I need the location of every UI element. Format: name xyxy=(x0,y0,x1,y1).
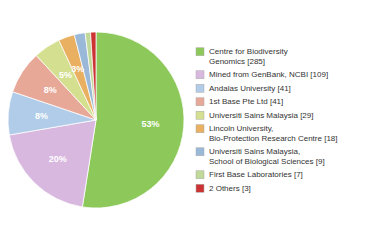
chart: 53%20%8%8%5%3%Centre for BiodiversityGen… xyxy=(0,0,380,240)
legend-label: 2 Others [3] xyxy=(209,184,251,193)
legend-swatch xyxy=(196,148,204,156)
legend-label: 1st Base Pte Ltd [41] xyxy=(209,97,283,106)
legend-swatch xyxy=(196,111,204,119)
data-label: 8% xyxy=(35,111,48,121)
legend-label: Andalas University [41] xyxy=(209,84,291,93)
legend-label: Centre for BiodiversityGenomics [285] xyxy=(209,47,288,66)
legend-item: First Base Laboratories [7] xyxy=(196,170,303,179)
legend-label-line: Universiti Sains Malaysia, xyxy=(209,147,300,156)
legend-swatch xyxy=(196,48,204,56)
legend-item: 1st Base Pte Ltd [41] xyxy=(196,97,283,106)
legend-label: Mined from GenBank, NCBI [109] xyxy=(209,70,328,79)
legend-label-line: 2 Others [3] xyxy=(209,184,251,193)
legend-label-line: First Base Laboratories [7] xyxy=(209,170,303,179)
legend-label-line: Universiti Sains Malaysia [29] xyxy=(209,111,313,120)
legend-item: 2 Others [3] xyxy=(196,184,251,193)
pie-slice xyxy=(91,32,96,120)
legend-label-line: Mined from GenBank, NCBI [109] xyxy=(209,70,328,79)
legend-item: Universiti Sains Malaysia,School of Biol… xyxy=(196,147,325,166)
data-label: 8% xyxy=(44,85,57,95)
pie-slice xyxy=(85,32,96,120)
legend: Centre for BiodiversityGenomics [285] Min… xyxy=(196,47,338,193)
legend-label: Universiti Sains Malaysia [29] xyxy=(209,111,313,120)
legend-swatch xyxy=(196,125,204,133)
legend-label: Universiti Sains Malaysia,School of Biol… xyxy=(209,147,325,166)
legend-swatch xyxy=(196,84,204,92)
legend-label: First Base Laboratories [7] xyxy=(209,170,303,179)
legend-swatch xyxy=(196,171,204,179)
legend-item: Lincoln University,Bio-Protection Resear… xyxy=(196,124,338,143)
legend-swatch xyxy=(196,71,204,79)
data-label: 3% xyxy=(71,64,84,74)
data-label: 5% xyxy=(59,70,72,80)
legend-label: Lincoln University,Bio-Protection Resear… xyxy=(209,124,338,143)
legend-swatch xyxy=(196,98,204,106)
data-label: 20% xyxy=(49,154,67,164)
data-label: 53% xyxy=(141,119,159,129)
pie-slice xyxy=(74,33,96,120)
legend-label-line: Andalas University [41] xyxy=(209,84,291,93)
legend-label-line: Genomics [285] xyxy=(209,57,265,66)
legend-item: Centre for BiodiversityGenomics [285] xyxy=(196,47,288,66)
legend-item: Universiti Sains Malaysia [29] xyxy=(196,111,313,120)
legend-label-line: Lincoln University, xyxy=(209,124,273,133)
legend-label-line: School of Biological Sciences [9] xyxy=(209,157,325,166)
legend-label-line: 1st Base Pte Ltd [41] xyxy=(209,97,283,106)
pie xyxy=(8,32,184,208)
legend-item: Andalas University [41] xyxy=(196,84,291,93)
legend-swatch xyxy=(196,184,204,192)
legend-item: Mined from GenBank, NCBI [109] xyxy=(196,70,328,79)
pie-slice xyxy=(82,32,184,208)
legend-label-line: Centre for Biodiversity xyxy=(209,47,288,56)
data-labels: 53%20%8%8%5%3% xyxy=(35,64,159,164)
legend-label-line: Bio-Protection Research Centre [18] xyxy=(209,134,338,143)
